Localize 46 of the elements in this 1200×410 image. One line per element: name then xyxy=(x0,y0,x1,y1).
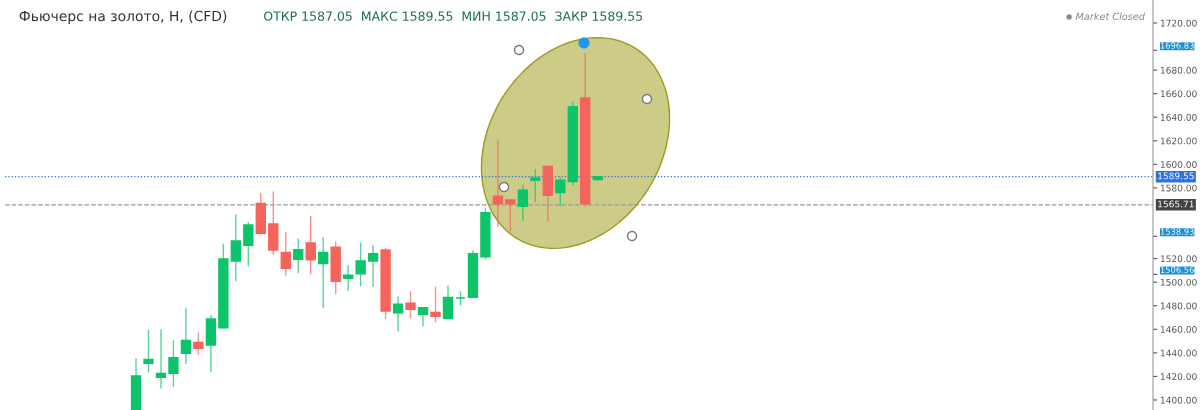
candlestick xyxy=(517,184,529,221)
candlestick xyxy=(492,139,504,227)
candlestick xyxy=(318,237,329,309)
candlestick xyxy=(530,168,541,203)
y-tick-label: 1440.00 xyxy=(1160,349,1197,357)
y-tick-label: 1420.00 xyxy=(1160,373,1197,380)
candlestick xyxy=(442,285,454,320)
y-tick-label: 1506.56 xyxy=(1160,266,1194,273)
candlestick xyxy=(505,199,516,232)
y-tick-label: 1660.00 xyxy=(1160,90,1197,98)
text: Фьючерс на золото, H, (CFD) xyxy=(19,10,227,24)
candlestick xyxy=(392,296,404,332)
candlestick xyxy=(193,332,204,355)
y-tick-label: 1600.00 xyxy=(1160,161,1197,168)
candlestick xyxy=(155,329,167,389)
y-tick-label: 1460.00 xyxy=(1160,326,1197,333)
y-tick-label: 1538.93 xyxy=(1160,228,1194,235)
candlestick xyxy=(143,330,154,373)
y-tick-label: 1500.00 xyxy=(1160,278,1197,286)
y-tick-label: 1640.00 xyxy=(1160,113,1197,121)
y-tick-label: 1580.00 xyxy=(1160,184,1197,192)
candlestick xyxy=(243,221,254,267)
y-tick-label: 1400.00 xyxy=(1160,396,1197,404)
candlestick xyxy=(430,286,441,323)
text: ОТКР 1587.05 МАКС 1589.55 МИН 1587.05 ЗАКР 1589.55 xyxy=(264,11,643,21)
y-tick-label: 1720.00 xyxy=(1160,19,1197,27)
ref-line-label: 1589.55 xyxy=(1158,172,1194,180)
candlestick xyxy=(555,177,566,207)
ref-line-label: 1565.71 xyxy=(1158,200,1194,208)
y-tick-label: 1696.83 xyxy=(1160,42,1194,49)
candlestick xyxy=(342,264,354,291)
candlestick xyxy=(367,245,379,287)
y-tick-label: 1620.00 xyxy=(1160,137,1197,145)
candlestick xyxy=(305,215,316,275)
candlestick xyxy=(230,214,242,282)
y-tick-label: 1520.00 xyxy=(1160,255,1197,263)
y-tick-label: 1480.00 xyxy=(1160,302,1197,310)
annotation: Market Closed xyxy=(1075,12,1146,21)
candlestick xyxy=(355,242,366,287)
candlestick xyxy=(180,308,192,365)
y-tick-label: 1680.00 xyxy=(1160,66,1197,74)
candlestick xyxy=(280,231,291,276)
candlestick xyxy=(293,238,304,273)
candlestick xyxy=(168,340,179,387)
candlestick xyxy=(405,291,416,319)
candlestick xyxy=(417,307,429,327)
